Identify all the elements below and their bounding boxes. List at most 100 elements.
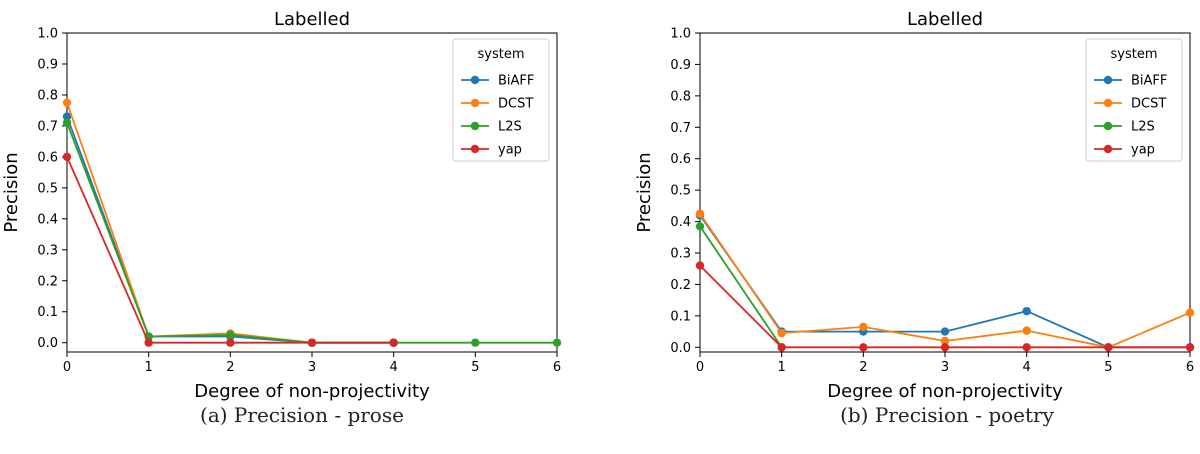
y-tick-label: 0.6 <box>670 152 691 167</box>
x-tick-label: 3 <box>941 360 949 375</box>
legend-marker-biaff <box>470 75 480 85</box>
y-tick-label: 0.4 <box>670 215 691 230</box>
legend-marker-dcst <box>470 98 480 108</box>
y-tick-label: 0.0 <box>37 336 58 351</box>
y-tick-label: 0.1 <box>37 305 58 320</box>
point-l2s <box>62 118 72 128</box>
series-line-l2s <box>699 225 783 348</box>
chart-poetry: Labelled 0 1 2 3 4 5 6 0.0 0.1 0.2 0.3 0.4 0.5 0.6 0.7 0… <box>634 9 1195 402</box>
legend: system BiAFF DCST L2S yap <box>1085 38 1183 162</box>
point-yap <box>62 152 72 162</box>
legend-label-biaff: BiAFF <box>498 74 534 89</box>
x-tick-label: 0 <box>63 360 71 375</box>
point-l2s <box>471 338 480 347</box>
point-yap <box>226 338 235 347</box>
legend: system BiAFF DCST L2S yap <box>452 38 550 162</box>
legend-title: system <box>478 47 525 62</box>
point-dcst <box>62 98 72 107</box>
point-biaff <box>940 327 950 336</box>
y-tick-label: 0.1 <box>670 309 691 324</box>
y-tick-label: 0.9 <box>37 57 58 72</box>
point-dcst <box>777 328 786 338</box>
x-tick-label: 5 <box>471 360 479 375</box>
x-tick-label: 6 <box>1186 360 1194 375</box>
legend-label-yap: yap <box>1131 143 1155 158</box>
x-tick-label: 2 <box>859 360 867 375</box>
x-axis-label: Degree of non-projectivity <box>827 381 1063 402</box>
y-tick-label: 0.2 <box>670 278 691 293</box>
y-tick-label: 0.7 <box>37 119 58 134</box>
point-l2s <box>226 330 235 340</box>
y-tick-label: 1.0 <box>37 27 58 42</box>
series-line-dcst <box>699 213 1191 349</box>
x-tick-label: 2 <box>226 360 234 375</box>
legend-marker-l2s <box>470 121 480 131</box>
legend-marker-yap <box>1103 144 1113 154</box>
point-yap <box>307 338 317 347</box>
point-biaff <box>62 112 72 121</box>
legend-label-l2s: L2S <box>1131 120 1155 135</box>
x-tick-label: 0 <box>696 360 704 375</box>
caption-poetry: (b) Precision - poetry <box>840 403 1054 427</box>
y-tick-label: 0.4 <box>37 212 58 227</box>
y-axis-label: Precision <box>634 152 655 232</box>
point-yap <box>1185 343 1195 352</box>
caption-prose: (a) Precision - prose <box>200 403 404 427</box>
legend-label-dcst: DCST <box>498 97 533 112</box>
y-tick-label: 0.3 <box>37 243 58 258</box>
point-yap <box>389 338 398 347</box>
point-biaff <box>1022 306 1031 316</box>
y-tick-label: 0.0 <box>670 341 691 356</box>
x-tick-label: 3 <box>308 360 316 375</box>
point-dcst <box>940 336 950 346</box>
point-yap <box>859 343 868 352</box>
series-line-dcst <box>66 102 394 344</box>
x-tick-label: 4 <box>1023 360 1031 375</box>
legend-marker-biaff <box>1103 75 1113 85</box>
y-tick-label: 0.2 <box>37 274 58 289</box>
point-dcst <box>1185 308 1195 317</box>
y-tick-label: 0.5 <box>670 184 691 199</box>
legend-marker-l2s <box>1103 121 1113 131</box>
y-tick-label: 0.6 <box>37 150 58 165</box>
y-axis-label: Precision <box>1 152 22 232</box>
point-dcst <box>695 209 705 218</box>
y-tick-label: 0.3 <box>670 247 691 262</box>
y-tick-label: 0.8 <box>37 88 58 103</box>
chart-title: Labelled <box>907 9 983 30</box>
y-tick-label: 0.8 <box>670 89 691 104</box>
point-l2s <box>695 222 705 231</box>
y-tick-label: 0.7 <box>670 121 691 136</box>
legend-marker-dcst <box>1103 98 1113 108</box>
point-yap <box>695 261 705 270</box>
x-tick-label: 6 <box>553 360 561 375</box>
legend-title: system <box>1111 47 1158 62</box>
legend-label-dcst: DCST <box>1131 97 1166 112</box>
legend-label-yap: yap <box>498 143 522 158</box>
x-tick-label: 1 <box>778 360 786 375</box>
point-yap <box>1022 343 1031 352</box>
legend-box <box>452 38 550 162</box>
series-line-biaff <box>66 116 394 344</box>
point-yap <box>144 338 153 347</box>
point-dcst <box>1022 326 1031 335</box>
point-dcst <box>859 322 868 332</box>
point-yap <box>1104 343 1113 352</box>
chart-prose: Labelled 0 1 2 3 4 5 6 0.0 0.1 0.2 0.3 0.4 0.5 0.6 0.7 0… <box>1 9 562 402</box>
x-tick-label: 4 <box>390 360 398 375</box>
y-tick-label: 0.9 <box>670 58 691 73</box>
legend-label-biaff: BiAFF <box>1131 74 1167 89</box>
legend-label-l2s: L2S <box>498 120 522 135</box>
point-yap <box>777 343 786 352</box>
x-tick-label: 1 <box>145 360 153 375</box>
point-yap <box>940 343 950 352</box>
legend-marker-yap <box>470 144 480 154</box>
y-tick-label: 1.0 <box>670 27 691 42</box>
y-tick-label: 0.5 <box>37 181 58 196</box>
chart-title: Labelled <box>274 9 350 30</box>
legend-box <box>1085 38 1183 162</box>
x-tick-label: 5 <box>1104 360 1112 375</box>
x-axis-label: Degree of non-projectivity <box>194 381 430 402</box>
point-l2s <box>552 338 562 347</box>
